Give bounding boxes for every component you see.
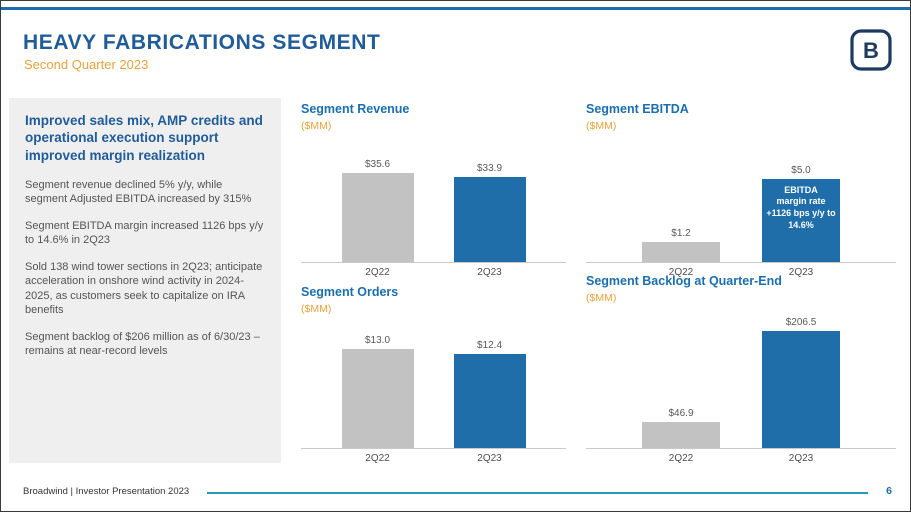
bar-group-2Q23: $12.4 (453, 339, 526, 448)
chart-title: Segment Backlog at Quarter-End (586, 274, 782, 288)
chart-title: Segment Revenue (301, 102, 410, 116)
bar-2Q22 (341, 349, 414, 448)
bar-annotation: EBITDA margin rate +1126 bps y/y to 14.6% (766, 184, 836, 230)
footer-text: Broadwind | Investor Presentation 2023 (23, 486, 190, 497)
chart-segment-revenue: Segment Revenue ($MM) $35.6 $33.9 2Q22 2Q2… (301, 101, 566, 278)
axis-label: 2Q22 (365, 453, 390, 464)
bar-2Q23 (453, 177, 526, 262)
chart-segment-ebitda: Segment EBITDA ($MM) $1.2 $5.0 EBITDA margi… (586, 101, 896, 278)
bar-group-2Q22: $35.6 (341, 159, 414, 262)
broadwind-logo-icon: B (850, 29, 892, 71)
bar-2Q22 (642, 242, 720, 262)
bar-2Q22 (642, 421, 720, 448)
bar-group-2Q23: $33.9 (453, 163, 526, 262)
svg-text:B: B (863, 38, 879, 63)
chart-plot: $13.0 $12.4 (301, 322, 566, 449)
chart-unit: ($MM) (586, 292, 617, 304)
axis-label: 2Q22 (365, 267, 390, 278)
axis-label: 2Q22 (668, 267, 694, 278)
bar-group-2Q22: $1.2 (642, 228, 720, 262)
page-number: 6 (886, 485, 892, 497)
bar-value-label: $5.0 (791, 164, 811, 176)
bar-value-label: $33.9 (476, 163, 503, 175)
chart-segment-backlog: Segment Backlog at Quarter-End ($MM) $46… (586, 273, 896, 464)
chart-axis: 2Q22 2Q23 (301, 453, 566, 464)
bar-value-label: $46.9 (668, 407, 694, 419)
chart-axis: 2Q22 2Q23 (301, 267, 566, 278)
bar-group-2Q22: $46.9 (642, 407, 720, 448)
axis-label: 2Q22 (668, 453, 694, 464)
footer-line (207, 492, 868, 494)
chart-axis: 2Q22 2Q23 (586, 453, 896, 464)
chart-axis: 2Q22 2Q23 (586, 267, 896, 278)
bar-value-label: $12.4 (476, 339, 503, 351)
bar-value-label: $1.2 (671, 228, 691, 239)
bar-value-label: $13.0 (364, 335, 391, 347)
slide-title: HEAVY FABRICATIONS SEGMENT (23, 31, 381, 54)
highlights-heading: Improved sales mix, AMP credits and oper… (25, 113, 263, 163)
slide-subtitle: Second Quarter 2023 (24, 57, 149, 72)
bar-2Q22 (341, 173, 414, 262)
axis-label: 2Q23 (788, 453, 814, 464)
chart-unit: ($MM) (301, 303, 332, 315)
chart-unit: ($MM) (301, 120, 332, 132)
bar-2Q23 (453, 353, 526, 448)
bar-group-2Q23: $5.0 EBITDA margin rate +1126 bps y/y to 14.… (762, 165, 840, 262)
axis-label: 2Q23 (477, 453, 502, 464)
chart-title: Segment Orders (301, 285, 399, 299)
chart-plot: $1.2 $5.0 EBITDA margin rate +1126 bps y/y t… (586, 139, 896, 263)
bar-2Q23 (762, 331, 840, 448)
chart-title: Segment EBITDA (586, 102, 689, 116)
chart-segment-orders: Segment Orders ($MM) $13.0 $12.4 2Q22 2Q23 (301, 284, 566, 464)
bar-group-2Q23: $206.5 (762, 317, 840, 448)
highlight-paragraph: Segment EBITDA margin increased 1126 bps… (25, 219, 264, 247)
bar-2Q23: EBITDA margin rate +1126 bps y/y to 14.6% (762, 178, 840, 262)
top-accent-line (1, 7, 910, 10)
bar-value-label: $206.5 (785, 317, 817, 329)
chart-plot: $35.6 $33.9 (301, 139, 566, 263)
highlights-panel: Improved sales mix, AMP credits and oper… (9, 98, 281, 463)
axis-label: 2Q23 (788, 267, 814, 278)
bar-value-label: $35.6 (364, 159, 391, 170)
bar-group-2Q22: $13.0 (341, 335, 414, 448)
chart-unit: ($MM) (586, 120, 617, 132)
chart-plot: $46.9 $206.5 (586, 311, 896, 449)
highlight-paragraph: Segment backlog of $206 million as of 6/… (25, 330, 260, 358)
axis-label: 2Q23 (477, 267, 502, 278)
highlight-paragraph: Segment revenue declined 5% y/y, while s… (25, 178, 252, 206)
highlight-paragraph: Sold 138 wind tower sections in 2Q23; an… (25, 260, 263, 317)
